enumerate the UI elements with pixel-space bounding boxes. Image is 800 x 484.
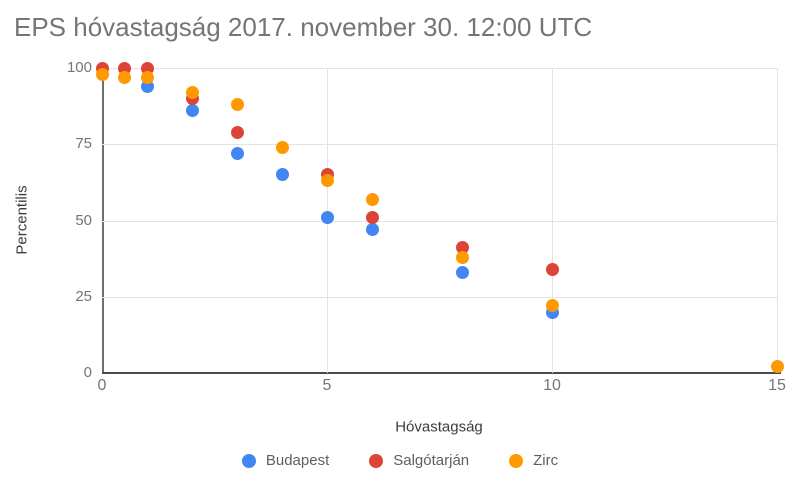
legend-item-budapest: Budapest [241, 452, 330, 469]
y-tick-label: 100 [66, 59, 92, 76]
data-point-zirc [140, 70, 154, 84]
x-axis-baseline [102, 372, 781, 374]
legend-marker-budapest [241, 453, 256, 468]
gridline-y-100 [102, 68, 777, 69]
data-point-budapest [455, 265, 469, 279]
data-point-budapest [275, 168, 289, 182]
data-point-zirc [770, 360, 784, 374]
gridline-x-15 [777, 68, 778, 373]
gridline-y-25 [102, 296, 777, 298]
chart-title: EPS hóvastagság 2017. november 30. 12:00… [14, 12, 593, 42]
y-tick-label: 50 [75, 211, 92, 229]
gridline-x-10 [552, 68, 553, 373]
y-tick-label: 25 [75, 287, 92, 305]
y-axis-title: Percentilis [13, 185, 31, 255]
data-point-zirc [230, 98, 244, 112]
legend-marker-salgotarjan [369, 453, 384, 468]
data-point-budapest [185, 104, 199, 118]
data-point-zirc [365, 192, 379, 206]
y-tick-label: 75 [75, 135, 92, 153]
x-axis-title: Hóvastagság [395, 418, 483, 436]
legend-item-zirc: Zirc [509, 452, 558, 469]
legend-label-salgotarjan: Salgótarján [393, 452, 470, 469]
data-point-budapest [230, 146, 244, 160]
data-point-zirc [185, 85, 199, 99]
gridline-y-75 [102, 144, 777, 146]
data-point-zirc [95, 67, 109, 81]
data-point-budapest [365, 223, 379, 237]
legend-marker-zirc [509, 453, 524, 468]
data-point-budapest [320, 210, 334, 224]
x-tick-label: 10 [543, 377, 561, 394]
legend-label-budapest: Budapest [265, 452, 330, 469]
data-point-zirc [320, 174, 334, 188]
x-tick-label: 5 [322, 377, 332, 394]
legend: Budapest Salgótarján Zirc [0, 452, 800, 469]
data-point-zirc [275, 140, 289, 154]
data-point-zirc [118, 70, 131, 84]
data-point-salgotarjan [545, 262, 559, 276]
x-tick-label: 0 [97, 377, 107, 394]
y-tick-label: 0 [83, 364, 92, 381]
legend-label-zirc: Zirc [533, 452, 559, 469]
data-point-salgotarjan [365, 210, 379, 224]
gridline-y-50 [102, 220, 777, 222]
x-tick-label: 15 [768, 377, 786, 394]
data-point-salgotarjan [230, 125, 244, 139]
data-point-zirc [455, 250, 469, 264]
data-point-zirc [545, 299, 559, 313]
plot-area: 0 25 50 75 100 0 5 10 15 [67, 60, 786, 395]
legend-item-salgotarjan: Salgótarján [369, 452, 469, 469]
